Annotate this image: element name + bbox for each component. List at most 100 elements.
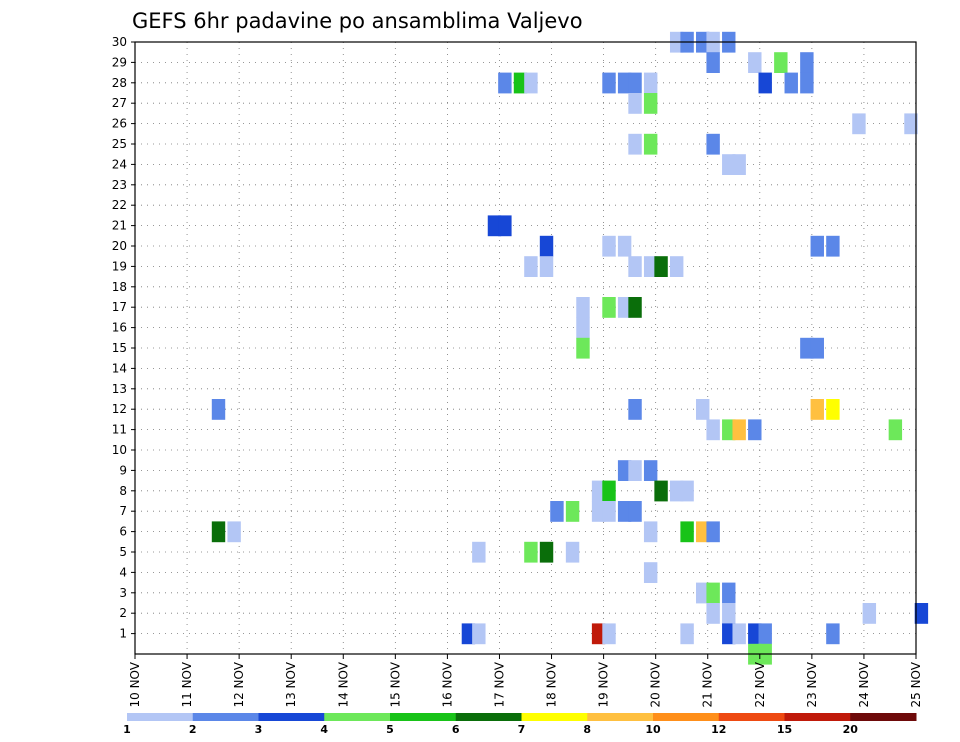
chart-title: GEFS 6hr padavine po ansamblima Valjevo bbox=[132, 9, 583, 33]
heatmap-cell bbox=[722, 603, 736, 624]
heatmap-cell bbox=[472, 541, 486, 563]
heatmap-cell bbox=[888, 419, 903, 441]
heatmap-cell bbox=[643, 72, 658, 94]
heatmap-cell bbox=[826, 399, 840, 420]
heatmap-cell bbox=[696, 521, 710, 543]
heatmap-cell bbox=[550, 501, 564, 522]
heatmap-cell bbox=[904, 113, 918, 135]
heatmap-cell bbox=[643, 460, 658, 481]
heatmap-cell bbox=[617, 501, 632, 522]
y-tick-label: 16 bbox=[112, 321, 127, 335]
heatmap-cell bbox=[227, 521, 241, 543]
heatmap-cell bbox=[722, 419, 736, 441]
x-tick-label: 10 NOV bbox=[128, 661, 142, 707]
color-scale-label: 8 bbox=[583, 723, 591, 736]
heatmap-cell bbox=[628, 460, 642, 481]
heatmap-cell bbox=[643, 562, 658, 583]
heatmap-cell bbox=[602, 623, 616, 645]
y-tick-label: 27 bbox=[112, 96, 127, 110]
y-tick-label: 21 bbox=[112, 219, 127, 233]
y-tick-label: 9 bbox=[119, 463, 127, 477]
y-tick-label: 12 bbox=[112, 402, 127, 416]
heatmap-cell bbox=[591, 480, 606, 502]
x-tick-label: 12 NOV bbox=[232, 661, 246, 707]
heatmap-cell bbox=[643, 521, 658, 543]
heatmap-cell bbox=[576, 297, 590, 318]
color-scale: 1 2 3 4 5 6 7 8 10 12 15 20 bbox=[123, 713, 917, 736]
color-scale-label: 4 bbox=[320, 723, 328, 736]
grid-lines bbox=[134, 41, 917, 654]
y-tick-label: 14 bbox=[112, 361, 127, 375]
y-tick-label: 19 bbox=[112, 259, 127, 273]
heatmap-cell bbox=[643, 133, 658, 155]
heatmap-cell bbox=[680, 480, 694, 502]
color-scale-label: 7 bbox=[518, 723, 526, 736]
heatmap-cell bbox=[706, 419, 720, 441]
heatmap-cell bbox=[669, 480, 684, 502]
heatmap-cell bbox=[628, 256, 642, 277]
heatmap-cell bbox=[852, 113, 866, 135]
color-scale-swatch bbox=[653, 713, 720, 721]
heatmap-cell bbox=[513, 72, 528, 94]
heatmap-cell bbox=[914, 603, 929, 624]
y-tick-label: 22 bbox=[112, 198, 127, 212]
heatmap-cell bbox=[539, 235, 554, 257]
heatmap-cell bbox=[498, 72, 512, 94]
x-tick-label: 17 NOV bbox=[492, 661, 506, 707]
heatmap-cell bbox=[826, 235, 840, 257]
color-scale-swatch bbox=[587, 713, 654, 721]
heatmap-cell bbox=[591, 623, 606, 645]
color-scale-swatch bbox=[390, 713, 457, 721]
heatmap-cell bbox=[774, 52, 788, 73]
x-axis: 10 NOV 11 NOV 12 NOV 13 NOV 14 NOV 15 NOV 16 N… bbox=[128, 654, 923, 708]
heatmap-cell bbox=[576, 317, 590, 339]
y-tick-label: 5 bbox=[119, 545, 127, 559]
heatmap-cell bbox=[654, 256, 668, 277]
y-tick-label: 6 bbox=[119, 525, 127, 539]
y-tick-label: 23 bbox=[112, 178, 127, 192]
y-tick-label: 28 bbox=[112, 76, 127, 90]
heatmap-cell bbox=[628, 297, 642, 318]
heatmap-cells bbox=[211, 31, 929, 665]
heatmap-cell bbox=[810, 337, 824, 359]
heatmap-cell bbox=[706, 133, 720, 155]
heatmap-cell bbox=[539, 256, 554, 277]
heatmap-cell bbox=[565, 501, 580, 522]
y-tick-label: 29 bbox=[112, 55, 127, 69]
color-scale-swatch bbox=[192, 713, 259, 721]
heatmap-cell bbox=[565, 541, 580, 563]
heatmap-cell bbox=[602, 297, 616, 318]
y-tick-label: 3 bbox=[119, 586, 127, 600]
y-tick-label: 26 bbox=[112, 117, 127, 131]
color-scale-swatch bbox=[718, 713, 785, 721]
heatmap-cell bbox=[722, 154, 736, 175]
heatmap-cell bbox=[810, 235, 824, 257]
y-tick-label: 11 bbox=[112, 423, 127, 437]
heatmap-cell bbox=[862, 603, 877, 624]
color-scale-label: 3 bbox=[255, 723, 263, 736]
heatmap-cell bbox=[800, 52, 814, 73]
color-scale-swatch bbox=[127, 713, 194, 721]
y-tick-label: 7 bbox=[119, 504, 127, 518]
heatmap-cell bbox=[487, 215, 502, 237]
y-tick-label: 20 bbox=[112, 239, 127, 253]
y-tick-label: 18 bbox=[112, 280, 127, 294]
heatmap-cell bbox=[706, 582, 720, 604]
y-tick-label: 10 bbox=[112, 443, 127, 457]
heatmap-cell bbox=[680, 623, 694, 645]
heatmap-cell bbox=[524, 541, 538, 563]
heatmap-cell bbox=[617, 72, 632, 94]
x-tick-label: 11 NOV bbox=[180, 661, 194, 707]
color-scale-swatch bbox=[521, 713, 588, 721]
heatmap-cell bbox=[628, 501, 642, 522]
heatmap-cell bbox=[628, 399, 642, 420]
heatmap-cell bbox=[810, 399, 824, 420]
heatmap-cell bbox=[628, 72, 642, 94]
y-axis: 1234567891011121314151617181920212223242… bbox=[112, 35, 135, 641]
color-scale-label: 15 bbox=[777, 723, 792, 736]
color-scale-label: 20 bbox=[843, 723, 859, 736]
heatmap-cell bbox=[602, 501, 616, 522]
heatmap-cell bbox=[602, 480, 616, 502]
x-tick-label: 24 NOV bbox=[857, 661, 871, 707]
